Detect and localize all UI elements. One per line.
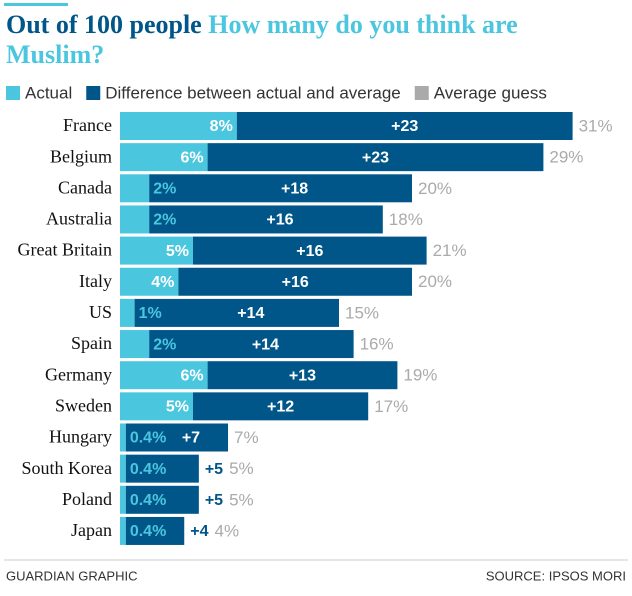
- legend-label: Difference between actual and average: [105, 83, 401, 102]
- actual-label: 0.4%: [130, 430, 166, 447]
- y-tick-label: Great Britain: [18, 240, 112, 260]
- y-tick-label: Canada: [58, 177, 112, 197]
- legend-swatch: [6, 86, 20, 100]
- average-label: 18%: [389, 210, 423, 229]
- actual-bar: [120, 112, 237, 140]
- actual-label: 6%: [180, 367, 203, 384]
- average-label: 19%: [403, 366, 437, 385]
- difference-bar: [193, 236, 427, 265]
- actual-label: 2%: [153, 181, 176, 198]
- difference-label: +14: [237, 305, 264, 322]
- source: SOURCE: IPSOS MORI: [486, 568, 626, 583]
- difference-bar: [149, 330, 354, 359]
- average-label: 20%: [418, 272, 452, 291]
- y-tick-label: Poland: [62, 489, 112, 509]
- y-tick-label: Australia: [46, 209, 112, 229]
- difference-label: +14: [252, 336, 279, 353]
- y-tick-label: Sweden: [55, 395, 112, 415]
- difference-bar: [125, 485, 199, 514]
- actual-bar: [120, 361, 208, 390]
- actual-bar: [120, 516, 126, 545]
- actual-label: 0.4%: [130, 523, 166, 540]
- difference-bar: [125, 423, 229, 452]
- difference-label: +7: [182, 430, 200, 447]
- actual-bar: [120, 330, 150, 359]
- y-tick-label: US: [89, 302, 112, 322]
- average-label: 5%: [229, 459, 254, 478]
- legend-label: Average guess: [434, 83, 547, 102]
- legend-swatch: [86, 86, 101, 100]
- average-label: 20%: [418, 179, 452, 198]
- difference-label: +5: [205, 461, 223, 478]
- difference-label: +12: [267, 399, 294, 416]
- y-tick-label: Japan: [71, 520, 112, 540]
- actual-label: 1%: [139, 305, 162, 322]
- actual-label: 0.4%: [130, 492, 166, 509]
- difference-label: +5: [205, 492, 223, 509]
- actual-label: 2%: [153, 212, 176, 229]
- y-tick-label: France: [63, 115, 112, 135]
- average-label: 29%: [549, 148, 583, 167]
- average-label: 17%: [374, 397, 408, 416]
- actual-bar: [120, 423, 126, 452]
- actual-bar: [120, 485, 126, 514]
- actual-label: 0.4%: [130, 461, 166, 478]
- average-label: 5%: [229, 490, 254, 509]
- average-label: 15%: [345, 303, 379, 322]
- average-label: 4%: [214, 521, 239, 540]
- actual-bar: [120, 392, 193, 421]
- accent-line: [4, 3, 68, 6]
- actual-label: 8%: [210, 118, 233, 135]
- credit: GUARDIAN GRAPHIC: [6, 568, 137, 583]
- difference-label: +23: [391, 118, 418, 135]
- difference-label: +23: [362, 149, 389, 166]
- difference-bar: [149, 205, 383, 234]
- actual-label: 5%: [166, 243, 189, 260]
- difference-bar: [193, 392, 369, 421]
- actual-bar: [120, 236, 193, 265]
- average-label: 31%: [579, 116, 613, 135]
- actual-bar: [120, 454, 126, 483]
- difference-bar: [207, 143, 544, 172]
- y-tick-label: Spain: [71, 333, 112, 353]
- title-lead: Out of 100 people: [6, 10, 202, 39]
- actual-label: 6%: [180, 149, 203, 166]
- average-label: 21%: [433, 241, 467, 260]
- difference-label: +16: [282, 274, 309, 291]
- difference-bar: [149, 174, 412, 203]
- actual-bar: [120, 143, 208, 172]
- actual-label: 2%: [153, 336, 176, 353]
- y-tick-label: Belgium: [50, 146, 112, 166]
- actual-bar: [120, 205, 150, 234]
- legend-label: Actual: [25, 83, 72, 102]
- difference-bar: [134, 298, 339, 327]
- legend-swatch: [414, 86, 429, 100]
- average-label: 7%: [234, 428, 259, 447]
- actual-label: 5%: [166, 399, 189, 416]
- difference-label: +13: [289, 367, 316, 384]
- difference-label: +16: [296, 243, 323, 260]
- actual-bar: [120, 267, 179, 296]
- y-tick-label: Germany: [45, 364, 112, 384]
- actual-label: 4%: [151, 274, 174, 291]
- actual-bar: [120, 174, 150, 203]
- title-main: How many do you think are Muslim?: [6, 10, 518, 69]
- y-tick-label: South Korea: [22, 458, 112, 478]
- difference-bar: [207, 361, 398, 390]
- difference-bar: [125, 516, 185, 545]
- difference-bar: [236, 112, 573, 140]
- difference-bar: [178, 267, 412, 296]
- difference-bar: [125, 454, 199, 483]
- difference-label: +4: [190, 523, 208, 540]
- chart-title: Out of 100 people How many do you think …: [6, 10, 596, 70]
- difference-label: +18: [281, 181, 308, 198]
- y-tick-label: Italy: [79, 271, 112, 291]
- average-label: 16%: [360, 335, 394, 354]
- y-tick-label: Hungary: [49, 427, 112, 447]
- actual-bar: [120, 298, 135, 327]
- difference-label: +16: [266, 212, 293, 229]
